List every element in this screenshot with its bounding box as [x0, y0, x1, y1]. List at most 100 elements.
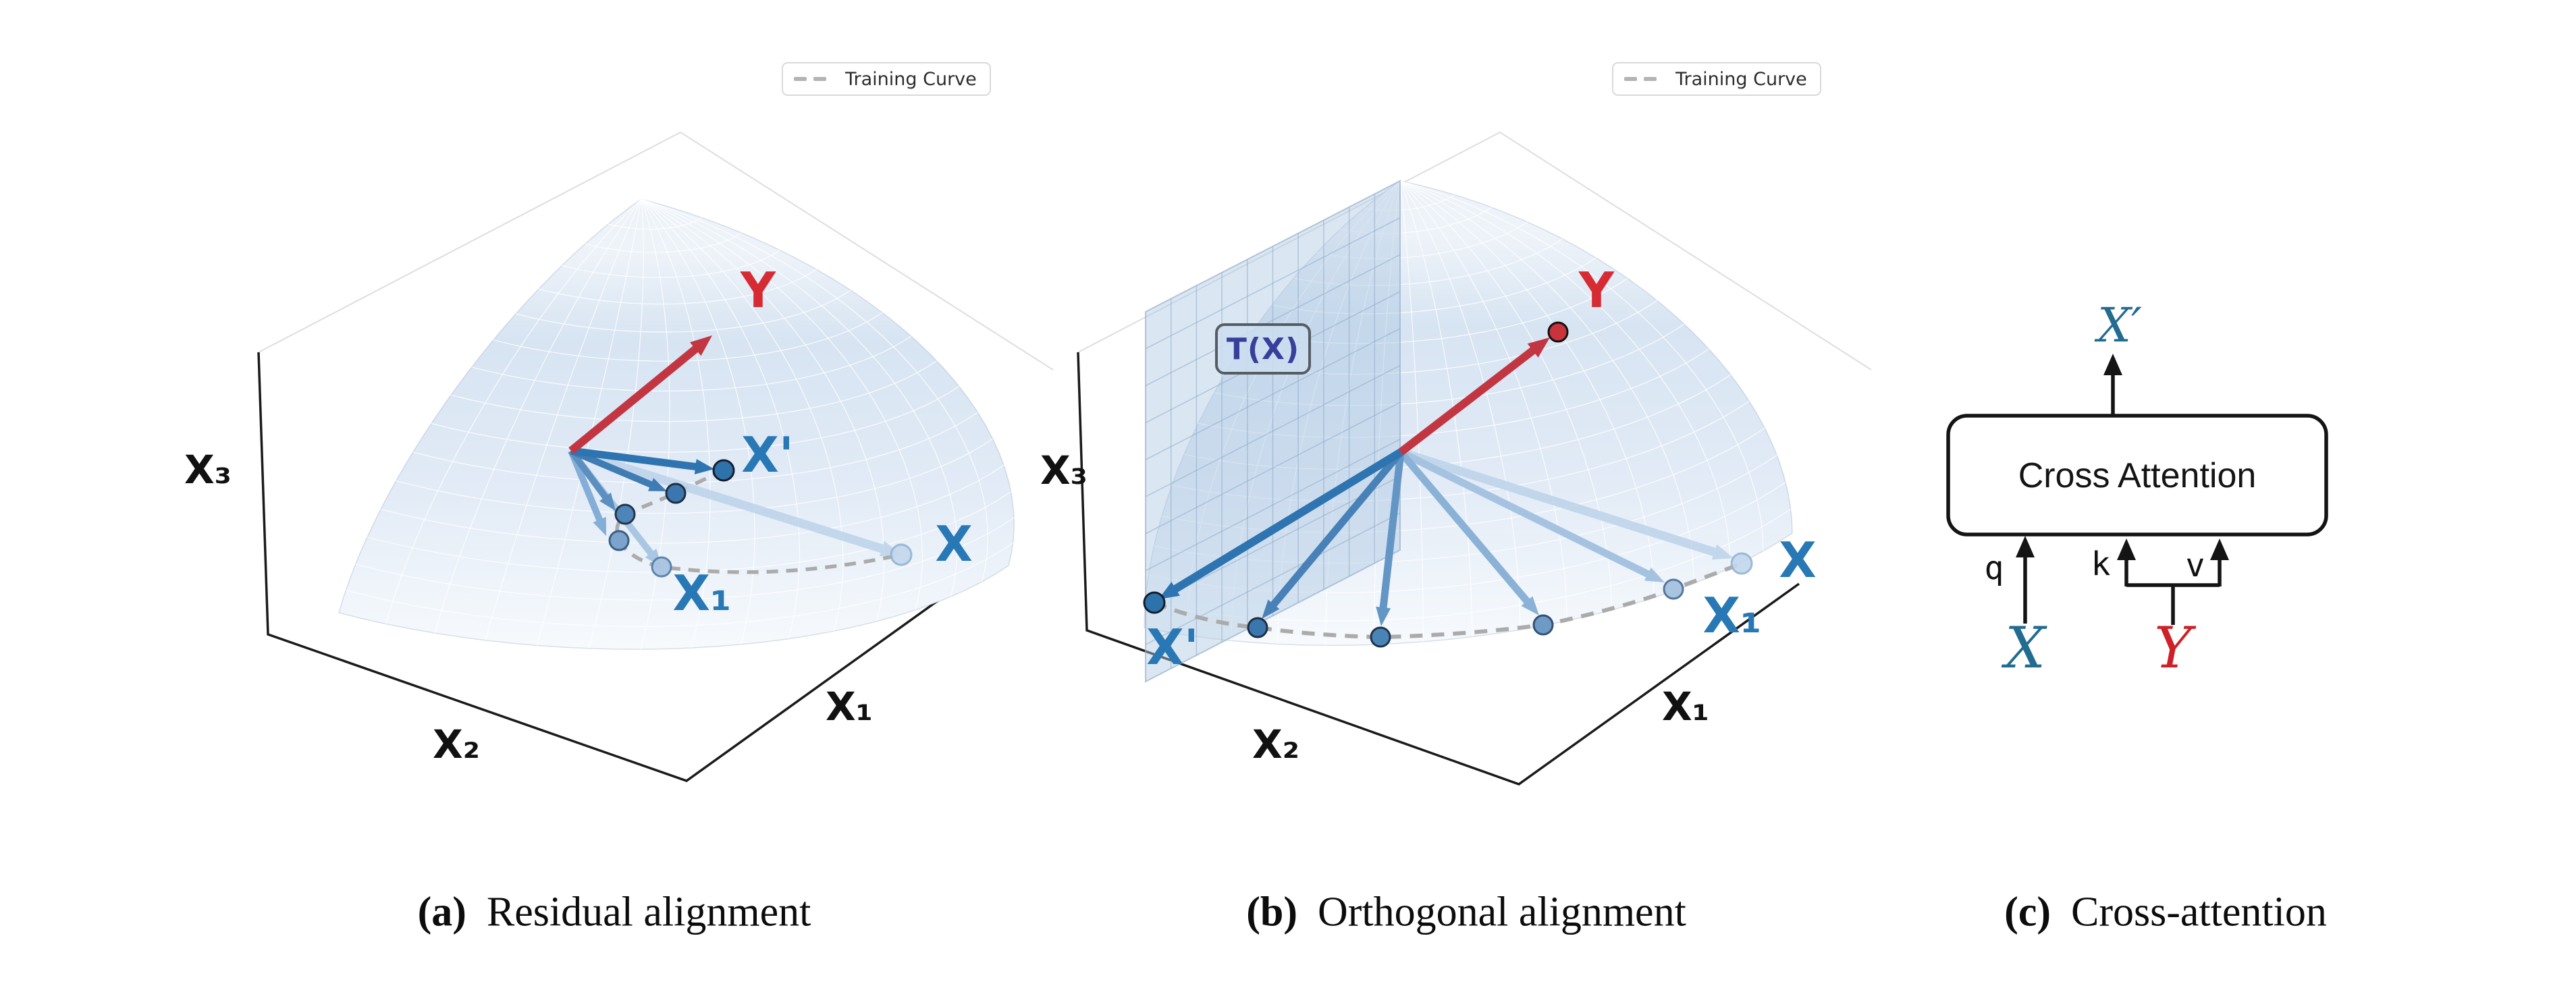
vector-arrow-x-head — [1711, 544, 1734, 560]
vector-arrow-x — [1399, 447, 1734, 560]
vector-arrow-step2-head — [599, 492, 616, 511]
axis-label-x3: X₃ — [1040, 447, 1088, 493]
sphere-a-latitude-line — [412, 412, 978, 484]
sphere-a-latitude-line — [431, 385, 960, 453]
vector-arrow-step4 — [1399, 449, 1665, 582]
point-y-target — [1547, 321, 1569, 343]
point-x — [890, 543, 913, 566]
point-step2 — [614, 503, 636, 525]
caption-b: (b) Orthogonal alignment — [1246, 889, 1686, 937]
sphere-b-meridian-line — [1399, 180, 1424, 642]
legend-label: Training Curve — [845, 68, 977, 90]
vector-arrow-step2-shaft — [568, 449, 609, 500]
point-step1 — [665, 483, 687, 504]
vector-label-y: Y — [740, 262, 776, 319]
vector-arrow-step2 — [568, 449, 616, 511]
sphere-a-meridian-line — [434, 198, 642, 634]
dashed-line-icon — [1624, 77, 1657, 81]
sphere-a-latitude-line — [346, 543, 1013, 628]
vector-label-x-prime: X' — [1146, 619, 1199, 676]
back-pane-edges — [258, 131, 1054, 370]
axes-lines — [1077, 352, 1800, 786]
plane-grid-hline — [1145, 254, 1401, 387]
sphere-a-latitude-line — [562, 250, 780, 278]
back-pane-edges — [1077, 131, 1872, 370]
output-label-x-prime: X′ — [2097, 298, 2142, 353]
output-arrow-head — [2103, 354, 2122, 375]
plane-grid-hline — [1145, 512, 1401, 645]
sphere-b-latitude-line — [1154, 454, 1777, 564]
caption-tag: (b) — [1246, 889, 1297, 935]
sphere-a-latitude-line — [515, 290, 851, 333]
vector-arrow-x-prime-shaft — [570, 447, 697, 471]
sphere-b-meridian-line — [1186, 180, 1401, 636]
target-vector-y — [568, 335, 712, 454]
point-step4 — [651, 556, 672, 578]
sphere-b-latitude-line — [1198, 348, 1709, 438]
input-label-x: X — [2005, 615, 2045, 681]
target-vector-y-shaft — [568, 345, 699, 454]
sphere-a-latitude-line — [538, 269, 817, 305]
point-step3 — [1532, 614, 1554, 636]
point-x-prime — [1143, 591, 1166, 614]
sphere-b-meridian-line — [1325, 180, 1401, 646]
axes-lines — [257, 352, 979, 782]
input-label-y: Y — [2154, 615, 2192, 681]
value-label: v — [2185, 547, 2205, 584]
sphere-a-latitude-line — [450, 360, 937, 422]
sphere-b-latitude-line — [1161, 427, 1765, 533]
target-vector-y-head — [690, 335, 712, 356]
panel-a-3d-plot — [257, 131, 1054, 782]
sphere-a-latitude-line — [608, 217, 702, 230]
legend-label: Training Curve — [1675, 68, 1807, 90]
key-label: k — [2091, 545, 2111, 583]
sphere-a-latitude-line — [493, 312, 883, 362]
vector-arrow-x-prime — [570, 447, 714, 474]
vector-arrow-step1 — [1262, 449, 1404, 619]
vector-label-x1: X₁ — [1702, 587, 1762, 644]
tangent-plane-label-box: T(X) — [1215, 323, 1311, 375]
point-x — [1730, 552, 1753, 575]
sphere-a-meridian-line — [385, 198, 642, 624]
sphere-b-latitude-line — [1316, 221, 1528, 259]
sphere-a-meridian-line — [536, 198, 642, 646]
caption-c: (c) Cross-attention — [2004, 889, 2327, 937]
target-vector-y — [1398, 337, 1550, 456]
point-step3 — [608, 530, 630, 551]
sphere-b-latitude-line — [1183, 374, 1731, 470]
sphere-a-latitude-line — [355, 517, 1015, 601]
target-vector-y-head — [1527, 337, 1550, 358]
plane-grid-hline — [1145, 439, 1401, 572]
panel-c-attention-diagram — [1946, 354, 2328, 625]
sphere-a-meridian-line — [641, 198, 923, 610]
vector-arrow-x-prime-head — [694, 459, 714, 474]
vector-arrow-step3-shaft — [1397, 449, 1531, 605]
axis-label-x1: X₁ — [1661, 684, 1710, 730]
vector-arrow-x-prime-shaft — [1172, 448, 1403, 593]
sphere-b-meridian-line — [1374, 180, 1401, 645]
sphere-a-meridian-line — [641, 198, 844, 632]
vector-arrow-step1 — [570, 447, 667, 491]
legend-panel-a: Training Curve — [782, 62, 991, 96]
panel-b-3d-plot — [1077, 131, 1872, 786]
sphere-a-meridian-line — [641, 198, 711, 649]
vector-label-x: X — [1779, 532, 1817, 588]
vector-arrow-step2-shaft — [1379, 451, 1405, 609]
sphere-b-meridian-line — [1277, 180, 1401, 644]
axis-label-x3: X₃ — [184, 447, 232, 493]
sphere-b-meridian-line — [1399, 180, 1567, 621]
vector-arrow-x-shaft — [1399, 447, 1717, 557]
point-step1 — [1247, 617, 1268, 638]
sphere-b-meridian-line — [1399, 180, 1764, 551]
sphere-b-latitude-line — [1293, 238, 1563, 286]
plane-grid-hline — [1145, 217, 1401, 350]
dashed-line-icon — [794, 77, 826, 81]
sphere-b-meridian-line — [1399, 180, 1655, 598]
sphere-b-meridian-line — [1399, 180, 1731, 568]
sphere-b-latitude-line — [1148, 482, 1786, 593]
sphere-b-latitude-line — [1271, 257, 1596, 314]
vector-arrow-step4-head — [1644, 567, 1665, 582]
sphere-a-latitude-line — [367, 491, 1011, 573]
sphere-a-latitude-line — [380, 464, 1004, 544]
query-arrow-head — [2016, 536, 2035, 557]
